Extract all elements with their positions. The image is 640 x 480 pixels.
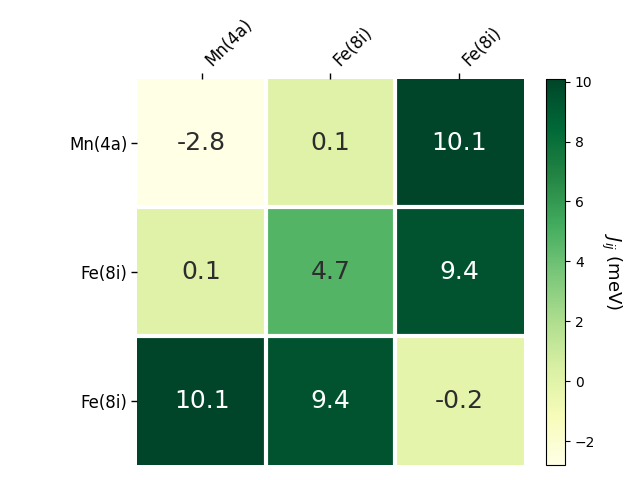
Text: 0.1: 0.1 bbox=[182, 260, 221, 284]
Text: 10.1: 10.1 bbox=[174, 389, 230, 413]
Y-axis label: $J_{ij}$ (meV): $J_{ij}$ (meV) bbox=[599, 233, 623, 310]
Text: 9.4: 9.4 bbox=[439, 260, 479, 284]
Text: 10.1: 10.1 bbox=[431, 131, 487, 155]
Text: 4.7: 4.7 bbox=[310, 260, 351, 284]
Text: 9.4: 9.4 bbox=[310, 389, 351, 413]
Text: 0.1: 0.1 bbox=[310, 131, 350, 155]
Text: -0.2: -0.2 bbox=[435, 389, 484, 413]
Text: -2.8: -2.8 bbox=[177, 131, 227, 155]
